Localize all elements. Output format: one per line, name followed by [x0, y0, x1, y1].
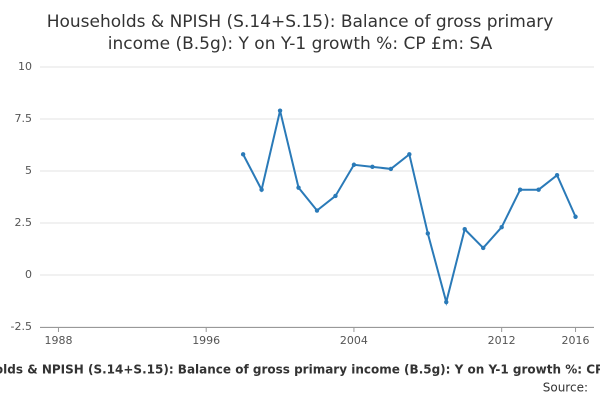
y-tick-label: -2.5 [11, 320, 32, 333]
x-tick-label: 1996 [192, 334, 220, 347]
point [425, 231, 430, 236]
point [314, 208, 320, 213]
y-tick-label: 2.5 [15, 216, 33, 229]
point [517, 187, 523, 192]
point [333, 193, 338, 199]
point [296, 185, 301, 190]
x-axis-label: Households & NPISH (S.14+S.15): Balance … [0, 363, 600, 377]
point [444, 299, 449, 305]
point [240, 152, 246, 157]
point [259, 187, 264, 192]
point [277, 108, 283, 113]
point [351, 162, 357, 167]
y-tick-label: 7.5 [15, 112, 33, 125]
x-tick-label: 1988 [44, 334, 72, 347]
point [536, 187, 541, 192]
source: Source: [543, 381, 588, 395]
y-tick-label: 5 [25, 164, 32, 177]
point [407, 152, 412, 157]
point [388, 166, 394, 172]
point [370, 164, 375, 170]
line [242, 110, 577, 306]
point [481, 245, 486, 251]
point [499, 224, 504, 230]
chart-title: Households & NPISH (S.14+S.15): Balance … [47, 12, 554, 54]
x-tick-label: 2012 [488, 334, 516, 347]
x-tick-label: 2016 [562, 334, 590, 347]
point [554, 172, 560, 178]
y-tick-label: 10 [18, 60, 32, 73]
point [462, 227, 467, 232]
y-tick-label: 0 [25, 268, 32, 281]
point [573, 214, 578, 219]
x-tick-label: 2004 [340, 334, 368, 347]
